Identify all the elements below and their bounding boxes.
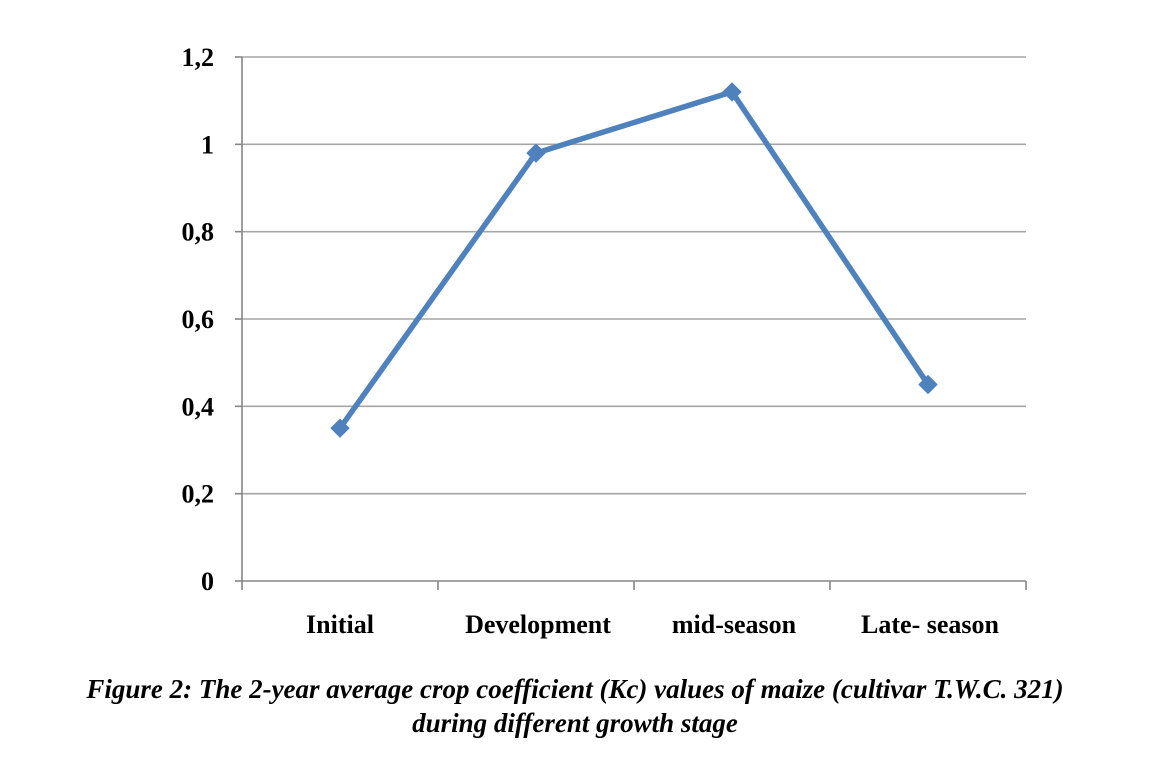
data-point-marker bbox=[918, 374, 938, 395]
y-tick-label: 0 bbox=[201, 567, 214, 596]
figure-caption-line-2: during different growth stage bbox=[412, 708, 738, 738]
axes bbox=[235, 56, 1027, 590]
x-tick-labels: Initial Development mid-season Late- season bbox=[306, 610, 999, 639]
y-tick-label: 0,4 bbox=[182, 392, 215, 421]
figure-caption-line-1: Figure 2: The 2-year average crop coeffi… bbox=[86, 674, 1064, 704]
y-tick-label: 0,2 bbox=[182, 480, 215, 509]
x-tick-label: Initial bbox=[306, 610, 374, 639]
y-tick-label: 0,8 bbox=[182, 218, 215, 247]
data-point-marker bbox=[526, 143, 546, 163]
data-point-marker bbox=[330, 418, 350, 438]
gridlines bbox=[242, 56, 1026, 495]
data-point-marker bbox=[722, 82, 742, 102]
y-tick-labels: 0 0,2 0,4 0,6 0,8 1 1,2 bbox=[182, 43, 215, 596]
x-tick-label: Late- season bbox=[861, 610, 999, 639]
series-kc bbox=[330, 82, 938, 438]
y-tick-label: 0,6 bbox=[182, 305, 215, 334]
x-tick-label: mid-season bbox=[672, 610, 797, 639]
x-tick-label: Development bbox=[465, 610, 611, 639]
series-line bbox=[337, 89, 931, 431]
y-tick-label: 1,2 bbox=[182, 43, 215, 72]
kc-line-chart: 0 0,2 0,4 0,6 0,8 1 1,2 Initial Development mid-… bbox=[182, 43, 1027, 639]
y-tick-label: 1 bbox=[201, 130, 214, 159]
